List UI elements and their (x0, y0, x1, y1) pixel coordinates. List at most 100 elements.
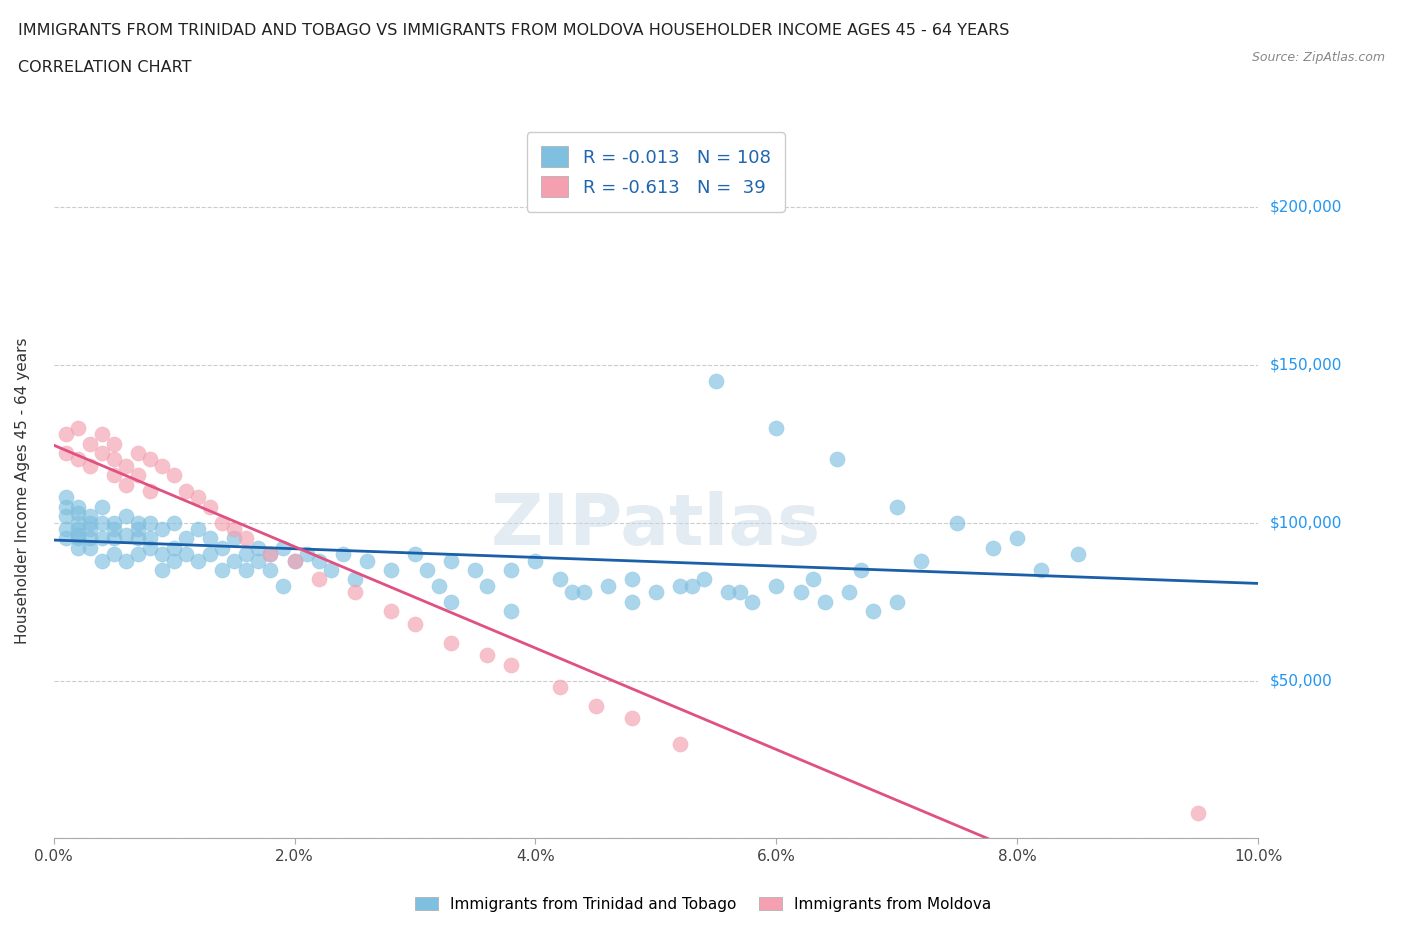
Point (440, 594, 463, 609)
Point (79, 540, 101, 555)
Point (66, 420, 89, 435)
Point (224, 553, 246, 568)
Point (103, 452, 125, 467)
Point (247, 540, 270, 555)
Point (139, 531, 162, 546)
Point (174, 547, 197, 562)
Point (66, 528, 89, 543)
Point (55, 445, 77, 460)
Point (247, 553, 270, 568)
Point (356, 553, 378, 568)
Point (187, 490, 209, 505)
Point (501, 563, 523, 578)
Point (886, 499, 908, 514)
Point (163, 468, 186, 483)
Point (235, 531, 257, 546)
Point (730, 585, 752, 600)
Point (66, 522, 89, 537)
Point (681, 578, 703, 593)
Point (211, 563, 233, 578)
Point (838, 585, 860, 600)
Point (343, 572, 366, 587)
Point (90, 553, 112, 568)
Point (283, 553, 305, 568)
Text: $50,000: $50,000 (1270, 673, 1331, 688)
Point (620, 711, 643, 726)
Point (127, 515, 149, 530)
Point (115, 553, 138, 568)
Point (115, 458, 138, 473)
Point (66, 540, 89, 555)
Text: $200,000: $200,000 (1270, 199, 1341, 214)
Point (139, 540, 162, 555)
Point (585, 698, 607, 713)
Point (825, 452, 848, 467)
Point (200, 531, 222, 546)
Point (620, 572, 643, 587)
Point (174, 484, 197, 498)
Point (79, 509, 101, 524)
Point (1066, 547, 1088, 562)
Point (620, 594, 643, 609)
Point (849, 563, 872, 578)
Point (163, 540, 186, 555)
Point (548, 680, 571, 695)
Point (127, 547, 149, 562)
Point (150, 458, 173, 473)
Point (115, 509, 138, 524)
Point (90, 499, 112, 514)
Text: ZIPatlas: ZIPatlas (491, 491, 821, 560)
Point (319, 563, 342, 578)
Point (501, 604, 523, 618)
Point (127, 468, 149, 483)
Point (79, 522, 101, 537)
Point (55, 490, 77, 505)
Point (103, 468, 125, 483)
Point (150, 547, 173, 562)
Point (416, 563, 439, 578)
Text: $150,000: $150,000 (1270, 357, 1341, 372)
Point (66, 499, 89, 514)
Point (910, 553, 932, 568)
Text: IMMIGRANTS FROM TRINIDAD AND TOBAGO VS IMMIGRANTS FROM MOLDOVA HOUSEHOLDER INCOM: IMMIGRANTS FROM TRINIDAD AND TOBAGO VS I… (18, 23, 1010, 38)
Point (150, 563, 173, 578)
Point (380, 604, 402, 618)
Point (55, 499, 77, 514)
Point (813, 594, 835, 609)
Point (1187, 805, 1209, 820)
Point (404, 547, 426, 562)
Point (501, 658, 523, 672)
Legend: Immigrants from Trinidad and Tobago, Immigrants from Moldova: Immigrants from Trinidad and Tobago, Imm… (409, 890, 997, 918)
Point (103, 436, 125, 451)
Point (211, 515, 233, 530)
Point (1031, 563, 1053, 578)
Point (103, 515, 125, 530)
Point (1007, 531, 1029, 546)
Point (259, 563, 281, 578)
Point (765, 420, 787, 435)
Point (150, 522, 173, 537)
Point (90, 531, 112, 546)
Point (163, 515, 186, 530)
Point (224, 531, 246, 546)
Point (115, 477, 138, 492)
Point (174, 531, 197, 546)
Point (886, 594, 908, 609)
Point (127, 531, 149, 546)
Point (55, 531, 77, 546)
Point (645, 585, 668, 600)
Point (669, 737, 692, 751)
Point (55, 427, 77, 442)
Point (427, 578, 450, 593)
Point (946, 515, 969, 530)
Point (211, 540, 233, 555)
Point (187, 522, 209, 537)
Point (717, 585, 740, 600)
Point (259, 547, 281, 562)
Point (308, 553, 330, 568)
Point (139, 452, 162, 467)
Point (200, 547, 222, 562)
Point (55, 522, 77, 537)
Point (440, 635, 463, 650)
Point (308, 572, 330, 587)
